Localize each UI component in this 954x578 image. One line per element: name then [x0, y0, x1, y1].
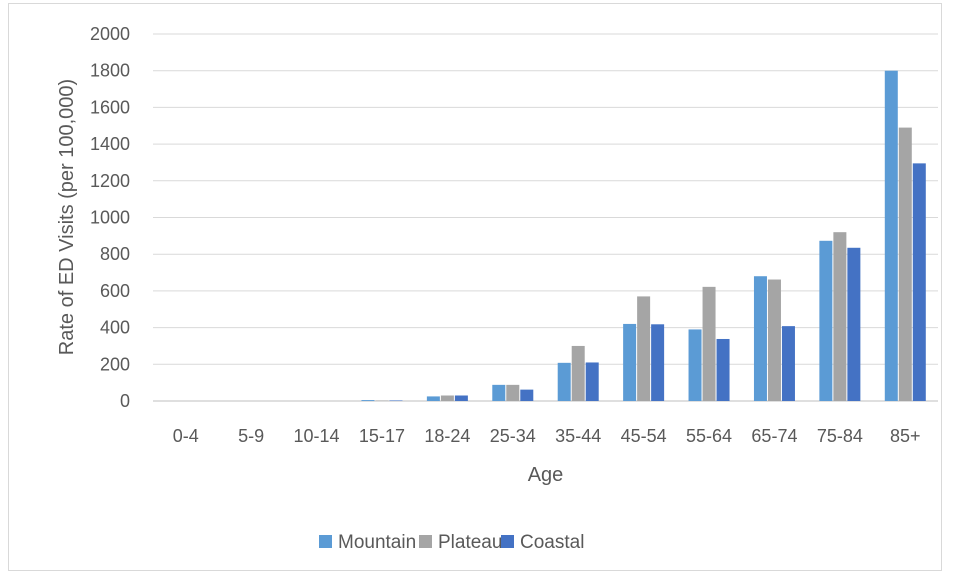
bar-plateau — [898, 127, 912, 402]
x-axis-ticks: 0-4 5-9 10-14 15-17 18-24 25-34 35-44 45-54 55-6… — [173, 426, 921, 446]
y-tick-label: 1000 — [90, 208, 130, 228]
y-tick-label: 1600 — [90, 97, 130, 117]
x-tick-label: 35-44 — [555, 426, 601, 446]
x-tick-label: 0-4 — [173, 426, 199, 446]
bar-plateau — [833, 232, 847, 401]
x-tick-label: 75-84 — [817, 426, 863, 446]
bar-mountain — [884, 70, 898, 401]
bar-mountain — [753, 276, 767, 401]
legend-label-plateau: Plateau — [438, 532, 502, 553]
bar-plateau — [767, 279, 781, 401]
bar-mountain — [688, 329, 702, 401]
bar-plateau — [702, 286, 716, 401]
y-tick-label: 400 — [100, 318, 130, 338]
x-tick-label: 85+ — [890, 426, 921, 446]
bar-mountain — [557, 362, 571, 401]
bar-plateau — [571, 345, 585, 401]
y-axis-ticks: 0 200 400 600 800 1000 1200 1400 1600 1800 2000 — [90, 24, 130, 411]
y-tick-label: 200 — [100, 354, 130, 374]
bar-coastal — [454, 395, 468, 401]
legend: Mountain Plateau Coastal — [319, 532, 584, 553]
bar-coastal — [389, 400, 403, 401]
y-tick-label: 2000 — [90, 24, 130, 44]
legend-swatch-plateau — [419, 535, 432, 548]
bar-mountain — [426, 396, 440, 401]
x-tick-label: 18-24 — [424, 426, 470, 446]
bar-coastal — [651, 324, 665, 401]
x-tick-label: 15-17 — [359, 426, 405, 446]
bar-coastal — [585, 362, 599, 401]
x-tick-label: 25-34 — [490, 426, 536, 446]
x-tick-label: 45-54 — [621, 426, 667, 446]
bar-mountain — [492, 384, 506, 401]
y-tick-label: 1400 — [90, 134, 130, 154]
legend-label-coastal: Coastal — [520, 532, 584, 553]
legend-label-mountain: Mountain — [338, 532, 416, 553]
bar-coastal — [520, 389, 534, 401]
x-axis-title: Age — [528, 464, 564, 486]
bar-plateau — [375, 400, 389, 401]
y-tick-label: 0 — [120, 391, 130, 411]
x-tick-label: 65-74 — [751, 426, 797, 446]
y-tick-label: 1200 — [90, 171, 130, 191]
bar-coastal — [716, 338, 730, 401]
bar-coastal — [847, 247, 861, 401]
chart-frame — [8, 3, 942, 571]
bar-plateau — [506, 384, 520, 401]
x-tick-label: 55-64 — [686, 426, 732, 446]
bar-coastal — [912, 163, 926, 401]
bar-plateau — [637, 296, 651, 401]
bars — [361, 70, 926, 402]
bar-plateau — [440, 395, 454, 401]
y-tick-label: 600 — [100, 281, 130, 301]
bar-mountain — [623, 323, 637, 401]
y-tick-label: 1800 — [90, 61, 130, 81]
legend-swatch-mountain — [319, 535, 332, 548]
legend-swatch-coastal — [501, 535, 514, 548]
bar-coastal — [781, 326, 795, 401]
bar-mountain — [361, 400, 375, 401]
y-tick-label: 800 — [100, 244, 130, 264]
bar-mountain — [819, 240, 833, 401]
y-axis-title: Rate of ED Visits (per 100,000) — [56, 79, 78, 355]
x-tick-label: 10-14 — [294, 426, 340, 446]
x-tick-label: 5-9 — [238, 426, 264, 446]
gridlines — [153, 33, 938, 402]
